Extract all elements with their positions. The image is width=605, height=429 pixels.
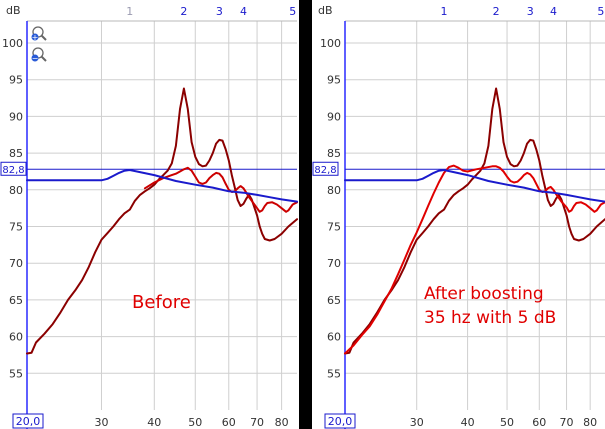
y-tick-label: 60	[9, 331, 23, 344]
freq-marker-5[interactable]: 5	[289, 5, 296, 18]
panel-after: dB 55 60 65 70 75 80 85 90 95 100 30 40 50 60 70 80 1 2 3 4 5…	[312, 0, 605, 429]
freq-marker-4[interactable]: 4	[550, 5, 557, 18]
y-tick-label: 90	[9, 110, 23, 123]
y-axis-area	[312, 0, 345, 429]
zoom-in-icon[interactable]: +	[31, 26, 47, 42]
y-tick-label: 65	[327, 294, 341, 307]
y-axis-area	[0, 0, 27, 429]
freq-marker-3[interactable]: 3	[216, 5, 223, 18]
freq-marker-3[interactable]: 3	[527, 5, 534, 18]
series-line-2	[26, 169, 298, 203]
x-tick-label: 30	[410, 416, 424, 429]
freq-marker-2[interactable]: 2	[493, 5, 500, 18]
y-tick-label: 70	[9, 257, 23, 270]
chart-after: dB 55 60 65 70 75 80 85 90 95 100 30 40 50 60 70 80 1 2 3 4 5…	[312, 0, 605, 429]
annotation-text: Before	[132, 292, 191, 313]
y-axis-unit-label: dB	[6, 4, 21, 17]
svg-text:+: +	[32, 33, 39, 42]
x-tick-label: 50	[188, 416, 202, 429]
x-tick-label: 40	[461, 416, 475, 429]
zoom-out-icon[interactable]: −	[31, 47, 47, 63]
x-tick-label: 80	[583, 416, 597, 429]
y-tick-label: 80	[327, 184, 341, 197]
y-tick-label: 75	[327, 221, 341, 234]
ref-level-box	[312, 161, 339, 176]
y-tick-label: 95	[9, 74, 23, 87]
freq-marker-5[interactable]: 5	[597, 5, 604, 18]
x-start-label: 20,0	[328, 415, 353, 428]
y-tick-label: 65	[9, 294, 23, 307]
x-tick-label: 70	[560, 416, 574, 429]
x-tick-label: 60	[532, 416, 546, 429]
y-tick-label: 85	[327, 147, 341, 160]
x-tick-label: 70	[250, 416, 264, 429]
y-tick-label: 60	[327, 331, 341, 344]
freq-marker-2[interactable]: 2	[180, 5, 187, 18]
x-start-box	[12, 413, 44, 429]
x-tick-label: 40	[147, 416, 161, 429]
series-line-2	[344, 169, 605, 203]
ref-level-label: 82,8	[314, 165, 336, 176]
y-tick-label: 85	[9, 147, 23, 160]
panel-before: dB 55 60 65 70 75 80 85 90 95 100 30 40 50 60 70 80 1 2 3 4 5…	[0, 0, 299, 429]
freq-marker-1[interactable]: 1	[440, 5, 447, 18]
y-tick-label: 90	[327, 110, 341, 123]
chart-before: dB 55 60 65 70 75 80 85 90 95 100 30 40 50 60 70 80 1 2 3 4 5…	[0, 0, 298, 429]
freq-marker-1[interactable]: 1	[126, 5, 133, 18]
y-tick-label: 100	[320, 37, 341, 50]
y-tick-label: 80	[9, 184, 23, 197]
freq-marker-4[interactable]: 4	[240, 5, 247, 18]
y-axis-unit-label: dB	[318, 4, 333, 17]
x-tick-label: 50	[500, 416, 514, 429]
y-tick-label: 70	[327, 257, 341, 270]
x-start-box	[324, 413, 356, 429]
y-tick-label: 95	[327, 74, 341, 87]
series-line-1	[344, 164, 605, 355]
svg-text:−: −	[32, 54, 39, 63]
ref-level-label: 82,8	[2, 165, 24, 176]
x-tick-label: 80	[275, 416, 289, 429]
x-tick-label: 60	[222, 416, 236, 429]
x-start-label: 20,0	[16, 415, 41, 428]
y-tick-label: 55	[9, 367, 23, 380]
y-tick-label: 100	[2, 37, 23, 50]
y-tick-label: 55	[327, 367, 341, 380]
series-line-0	[344, 87, 605, 355]
x-tick-label: 30	[94, 416, 108, 429]
annotation-text: After boosting 35 hz with 5 dB	[424, 284, 556, 328]
ref-level-box	[0, 161, 27, 176]
series-line-0	[26, 87, 298, 355]
y-tick-label: 75	[9, 221, 23, 234]
